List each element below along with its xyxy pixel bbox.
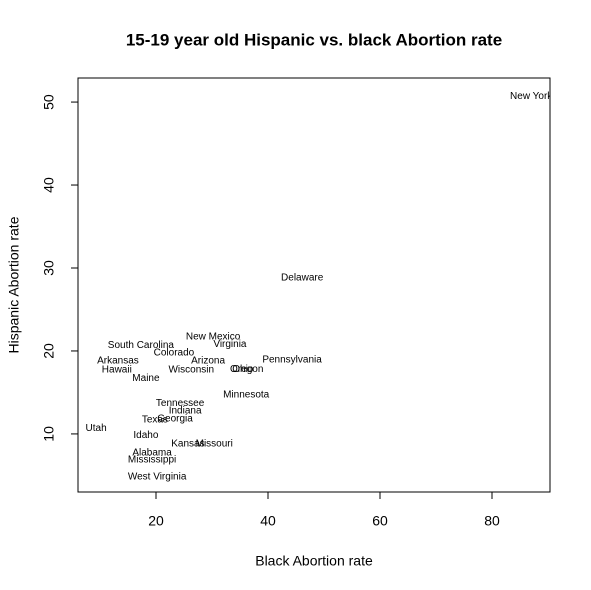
chart-title: 15-19 year old Hispanic vs. black Aborti… (126, 30, 502, 49)
point-label: Utah (86, 423, 107, 434)
point-label: New Mexico (186, 331, 241, 342)
point-label: Missouri (196, 439, 233, 450)
point-label: Virginia (213, 339, 247, 350)
point-label: Arizona (191, 356, 225, 367)
point-label: Delaware (281, 273, 324, 284)
point-label: West Virginia (128, 472, 187, 483)
point-label: New York (510, 91, 553, 102)
point-label: Mississippi (128, 454, 176, 465)
y-tick-label: 40 (41, 177, 57, 193)
plot-box (77, 77, 551, 493)
point-label: Arkansas (97, 356, 139, 367)
point-label: Kansas (171, 439, 204, 450)
point-label: Tennessee (156, 398, 205, 409)
point-label: Idaho (133, 430, 158, 441)
y-tick-label: 10 (41, 426, 57, 442)
point-label: Pennsylvania (262, 355, 322, 366)
y-tick-label: 30 (41, 260, 57, 276)
x-tick-label: 40 (260, 513, 276, 529)
x-tick-label: 80 (484, 513, 500, 529)
point-label: Oregon (230, 364, 263, 375)
point-label: Alabama (132, 448, 172, 459)
point-label: Ohio (232, 364, 254, 375)
point-label: Indiana (169, 405, 202, 416)
point-label: Minnesota (223, 390, 270, 401)
y-tick-label: 20 (41, 343, 57, 359)
point-label: South Carolina (108, 340, 175, 351)
x-tick-label: 20 (148, 513, 164, 529)
point-label: Texas (142, 414, 168, 425)
point-label: Maine (132, 373, 160, 384)
y-axis-label: Hispanic Abortion rate (6, 216, 22, 353)
y-tick-label: 50 (41, 94, 57, 110)
x-tick-label: 60 (372, 513, 388, 529)
point-label: Georgia (157, 414, 193, 425)
point-label: Hawaii (102, 365, 132, 376)
x-axis-label: Black Abortion rate (255, 553, 373, 569)
point-label: Colorado (154, 347, 195, 358)
point-label: Wisconsin (168, 365, 214, 376)
